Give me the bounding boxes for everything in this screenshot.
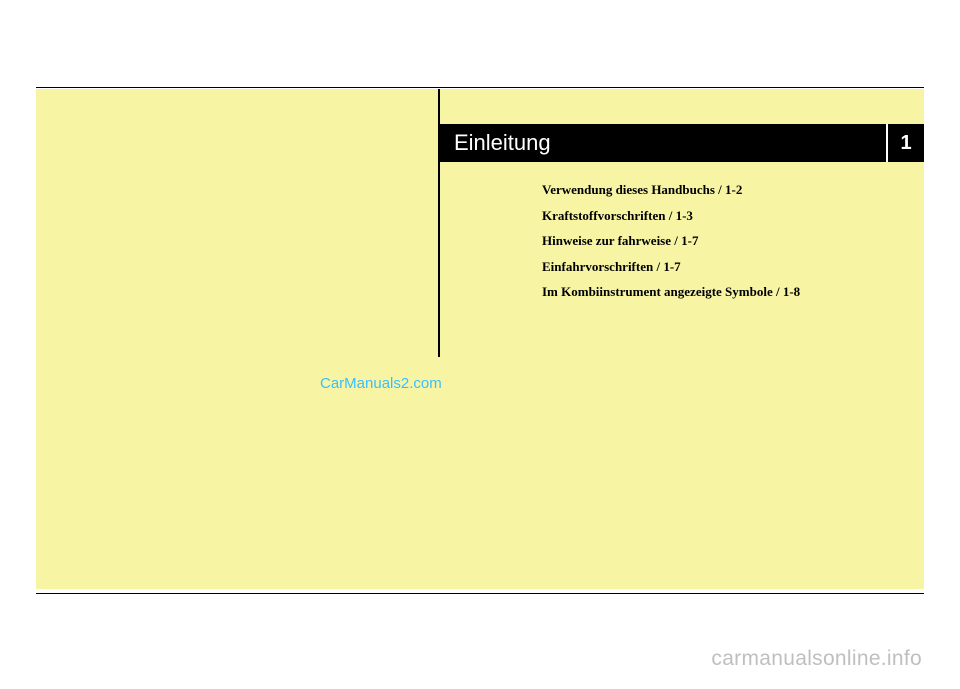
chapter-number-box: 1	[886, 124, 924, 162]
table-of-contents: Verwendung dieses Handbuchs / 1-2 Krafts…	[542, 180, 912, 308]
toc-item: Kraftstoffvorschriften / 1-3	[542, 206, 912, 226]
chapter-header-bar: Einleitung 1	[439, 124, 924, 162]
toc-item: Verwendung dieses Handbuchs / 1-2	[542, 180, 912, 200]
bottom-horizontal-rule	[36, 593, 924, 594]
chapter-title: Einleitung	[439, 130, 886, 156]
watermark-center: CarManuals2.com	[320, 375, 442, 392]
top-horizontal-rule	[36, 87, 924, 88]
toc-item: Einfahrvorschriften / 1-7	[542, 257, 912, 277]
page-background	[36, 89, 924, 589]
watermark-bottom: carmanualsonline.info	[711, 647, 922, 671]
toc-item: Im Kombiinstrument angezeigte Symbole / …	[542, 282, 912, 302]
toc-item: Hinweise zur fahrweise / 1-7	[542, 231, 912, 251]
chapter-number: 1	[900, 132, 911, 155]
